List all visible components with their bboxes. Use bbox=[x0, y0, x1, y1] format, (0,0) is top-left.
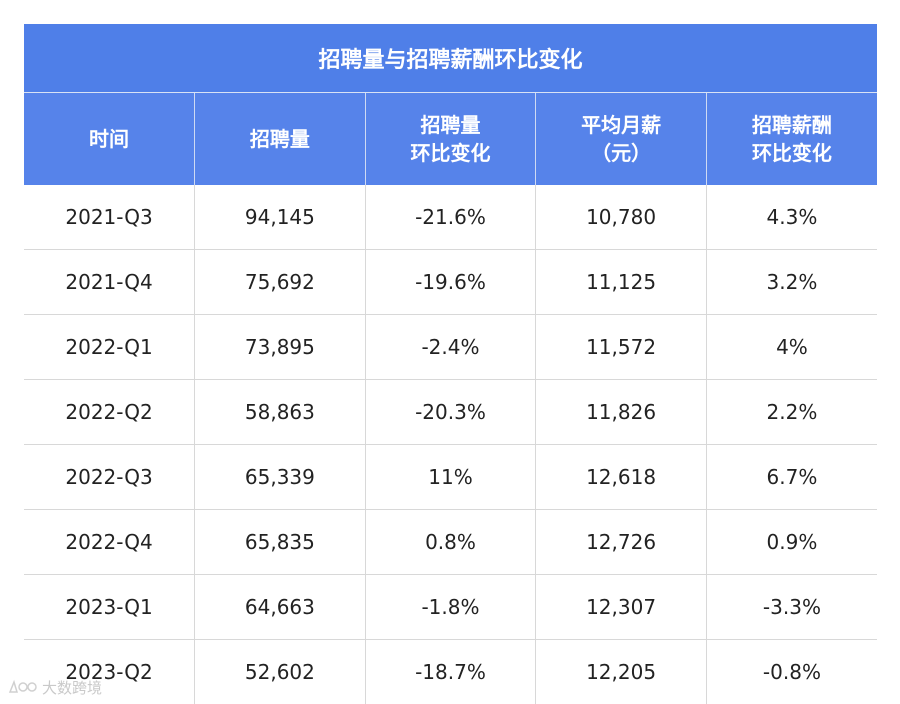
column-header-line: 招聘量 bbox=[249, 127, 310, 151]
column-header-line: （元） bbox=[591, 141, 652, 165]
table-cell: 12,205 bbox=[535, 639, 707, 704]
table-cell: -20.3% bbox=[365, 379, 537, 445]
table-cell: -19.6% bbox=[365, 249, 537, 315]
table-row: 2023-Q2 52,602 -18.7% 12,205 -0.8% bbox=[24, 639, 877, 704]
table-cell: 73,895 bbox=[194, 314, 366, 380]
table-cell: 12,726 bbox=[535, 509, 707, 575]
table-cell: -1.8% bbox=[365, 574, 537, 640]
table-cell: 11,572 bbox=[535, 314, 707, 380]
table-cell: 3.2% bbox=[706, 249, 877, 315]
table-cell: 0.8% bbox=[365, 509, 537, 575]
table-row: 2021-Q3 94,145 -21.6% 10,780 4.3% bbox=[24, 185, 877, 250]
table-cell: 2.2% bbox=[706, 379, 877, 445]
brand-logo-icon bbox=[8, 679, 37, 693]
table-row: 2022-Q1 73,895 -2.4% 11,572 4% bbox=[24, 314, 877, 380]
table-cell: 4% bbox=[706, 314, 877, 380]
table-cell: 12,618 bbox=[535, 444, 707, 510]
table-row: 2021-Q4 75,692 -19.6% 11,125 3.2% bbox=[24, 249, 877, 315]
table-row: 2022-Q3 65,339 11% 12,618 6.7% bbox=[24, 444, 877, 510]
column-header-line: 时间 bbox=[89, 127, 130, 151]
table-cell: 2022-Q3 bbox=[24, 444, 196, 510]
column-header-5: 招聘薪酬 环比变化 bbox=[706, 92, 877, 185]
table-cell: 2022-Q1 bbox=[24, 314, 196, 380]
table-cell: -3.3% bbox=[706, 574, 877, 640]
column-header-3: 招聘量 环比变化 bbox=[365, 92, 537, 185]
table-body: 2021-Q3 94,145 -21.6% 10,780 4.3% 2021-Q4 75,6… bbox=[24, 185, 877, 704]
table-cell: 2023-Q2 bbox=[24, 639, 196, 704]
column-header-line: 平均月薪 bbox=[581, 113, 662, 137]
column-header-line: 环比变化 bbox=[751, 141, 832, 165]
table-cell: 94,145 bbox=[194, 185, 366, 250]
column-header-line: 环比变化 bbox=[410, 141, 491, 165]
table-cell: -18.7% bbox=[365, 639, 537, 704]
table-cell: 2023-Q1 bbox=[24, 574, 196, 640]
table-row: 2023-Q1 64,663 -1.8% 12,307 -3.3% bbox=[24, 574, 877, 640]
table-cell: 65,835 bbox=[194, 509, 366, 575]
table-cell: 0.9% bbox=[706, 509, 877, 575]
table-cell: 2022-Q2 bbox=[24, 379, 196, 445]
table-cell: 6.7% bbox=[706, 444, 877, 510]
header-row: 时间 招聘量 招聘量 环比变化 平均月薪 （元） 招聘薪酬 环比变化 bbox=[24, 92, 877, 185]
data-table: 招聘量与招聘薪酬环比变化 时间 招聘量 招聘量 环比变化 平均月薪 （元） 招聘薪酬 环比变化… bbox=[24, 24, 877, 704]
column-header-2: 招聘量 bbox=[194, 92, 366, 185]
watermark-text: 大数跨境 bbox=[42, 678, 103, 697]
table-cell: 11,125 bbox=[535, 249, 707, 315]
table-cell: 58,863 bbox=[194, 379, 366, 445]
table-cell: 2021-Q3 bbox=[24, 185, 196, 250]
table-title: 招聘量与招聘薪酬环比变化 bbox=[24, 24, 877, 93]
table-cell: 2021-Q4 bbox=[24, 249, 196, 315]
table-cell: 65,339 bbox=[194, 444, 366, 510]
title-row: 招聘量与招聘薪酬环比变化 bbox=[24, 24, 877, 93]
table-cell: 64,663 bbox=[194, 574, 366, 640]
table-cell: 52,602 bbox=[194, 639, 366, 704]
table-cell: -2.4% bbox=[365, 314, 537, 380]
table-cell: 2022-Q4 bbox=[24, 509, 196, 575]
table-cell: 75,692 bbox=[194, 249, 366, 315]
column-header-line: 招聘量 bbox=[420, 113, 481, 137]
column-header-1: 时间 bbox=[24, 92, 196, 185]
table-cell: 11,826 bbox=[535, 379, 707, 445]
table-row: 2022-Q4 65,835 0.8% 12,726 0.9% bbox=[24, 509, 877, 575]
table-cell: 11% bbox=[365, 444, 537, 510]
table-cell: -0.8% bbox=[762, 660, 821, 684]
table-cell: 4.3% bbox=[706, 185, 877, 250]
column-header-line: 招聘薪酬 bbox=[751, 113, 832, 137]
table-cell: 12,307 bbox=[535, 574, 707, 640]
watermark: 大数跨境 bbox=[8, 676, 102, 698]
table-cell: -21.6% bbox=[365, 185, 537, 250]
table-cell: 10,780 bbox=[535, 185, 707, 250]
table-row: 2022-Q2 58,863 -20.3% 11,826 2.2% bbox=[24, 379, 877, 445]
data-table-container: 招聘量与招聘薪酬环比变化 时间 招聘量 招聘量 环比变化 平均月薪 （元） 招聘薪酬 环比变化… bbox=[24, 24, 877, 704]
column-header-4: 平均月薪 （元） bbox=[535, 92, 707, 185]
